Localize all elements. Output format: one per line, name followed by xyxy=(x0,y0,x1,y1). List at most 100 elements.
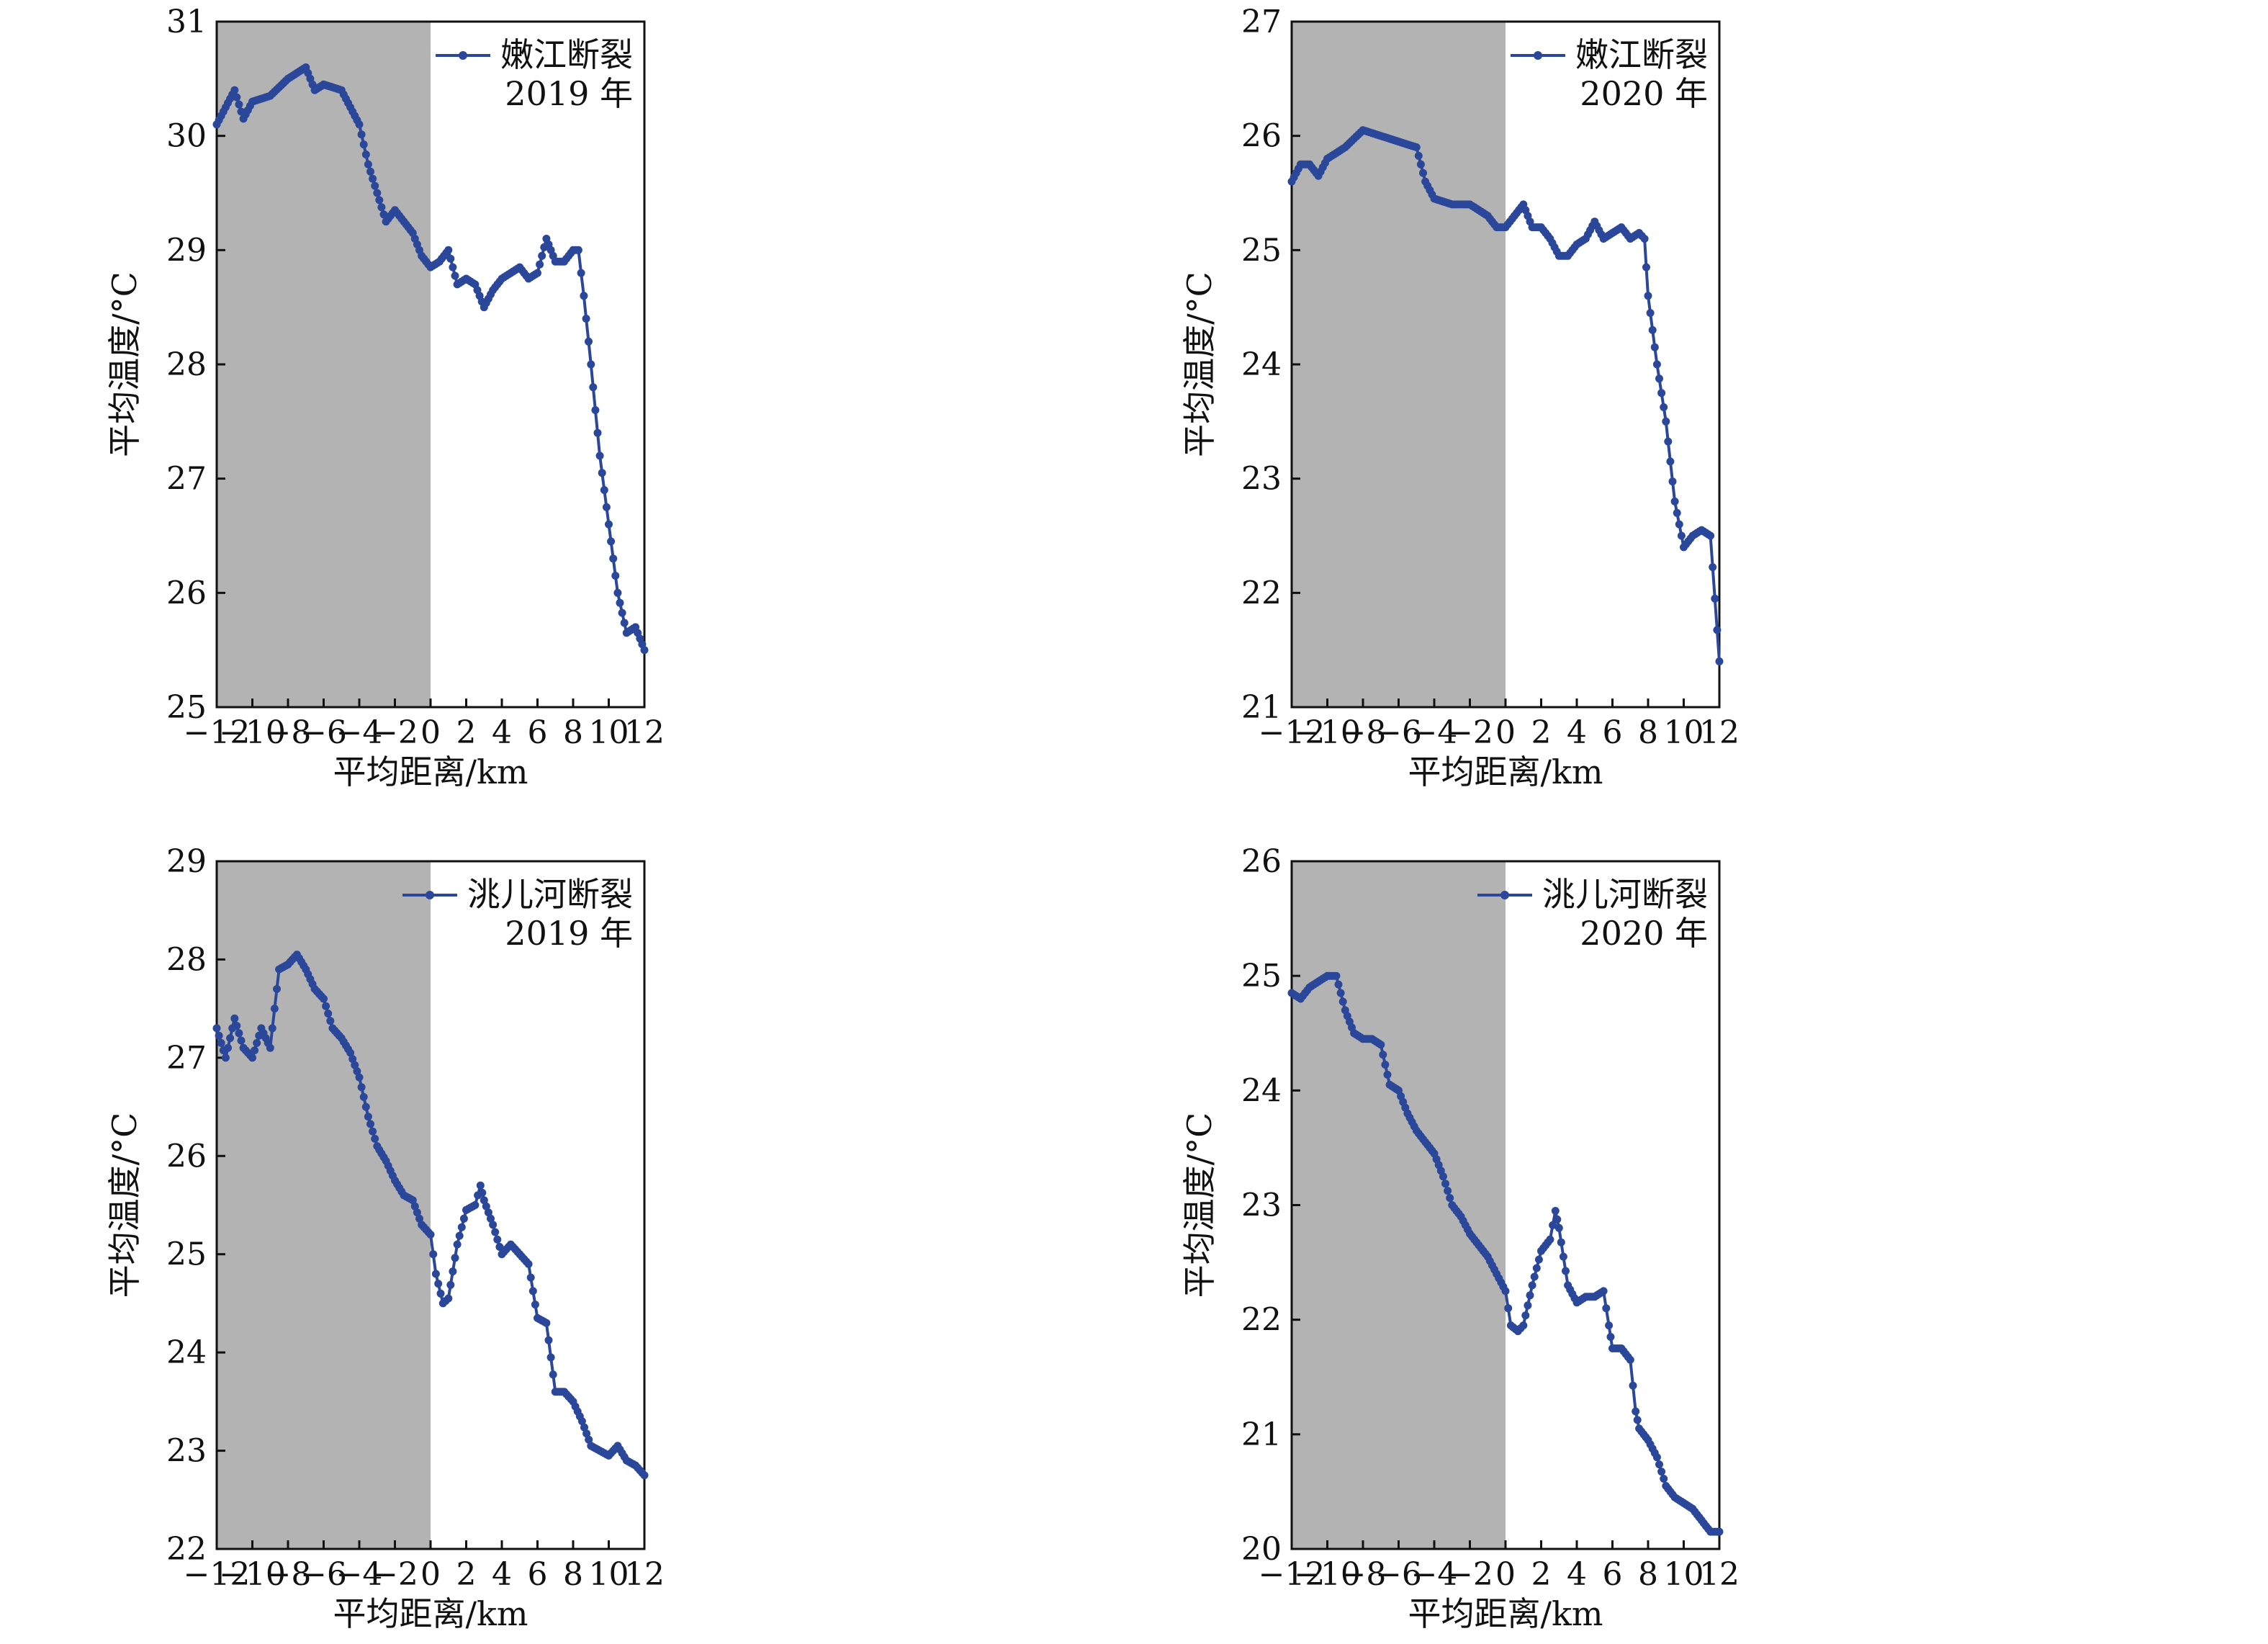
data-point xyxy=(1673,508,1681,517)
data-point xyxy=(230,86,239,94)
data-point xyxy=(1553,1215,1562,1223)
y-tick-label: 23 xyxy=(1241,1187,1282,1224)
y-tick-label: 25 xyxy=(1241,958,1282,994)
x-tick-label: −6 xyxy=(300,1556,347,1593)
data-point xyxy=(429,1250,438,1259)
data-point xyxy=(410,1202,419,1210)
data-point xyxy=(1530,1272,1539,1281)
y-tick-label: 25 xyxy=(1241,232,1282,269)
y-axis-title: 平均温度/°C xyxy=(105,1113,144,1298)
data-point xyxy=(538,251,546,260)
data-point xyxy=(580,292,588,300)
x-tick-label: 6 xyxy=(1603,1556,1623,1593)
data-point xyxy=(235,100,243,109)
x-tick-label: 10 xyxy=(589,714,629,751)
data-point xyxy=(534,269,541,277)
data-point xyxy=(1646,309,1655,318)
data-point xyxy=(1644,292,1652,300)
data-point xyxy=(408,1196,417,1205)
y-tick-label: 29 xyxy=(166,232,207,269)
data-point xyxy=(1715,1527,1724,1536)
data-point xyxy=(353,1067,361,1076)
data-point xyxy=(1657,1468,1666,1476)
data-point xyxy=(546,1353,555,1362)
data-point xyxy=(273,984,281,993)
data-point xyxy=(574,246,582,254)
y-axis-title: 平均温度/°C xyxy=(105,271,144,457)
data-point xyxy=(366,1120,374,1128)
data-point xyxy=(1602,1304,1611,1313)
x-tick-label: 10 xyxy=(1664,714,1704,751)
data-point xyxy=(1439,1172,1447,1181)
data-point xyxy=(640,646,649,655)
data-point xyxy=(602,503,611,511)
legend-marker xyxy=(1534,51,1542,60)
data-point xyxy=(1412,143,1421,151)
data-point xyxy=(451,271,459,280)
data-point xyxy=(235,1029,243,1038)
data-point xyxy=(1554,1223,1563,1232)
x-tick-label: −6 xyxy=(1375,1556,1422,1593)
x-tick-label: −4 xyxy=(1411,1556,1458,1593)
data-point xyxy=(609,554,618,563)
data-point xyxy=(268,1024,276,1033)
data-point xyxy=(491,1228,500,1236)
data-point xyxy=(251,1046,259,1055)
data-point xyxy=(357,130,366,139)
data-point xyxy=(455,1231,464,1240)
data-point xyxy=(1629,1381,1637,1390)
data-point xyxy=(226,1034,235,1043)
data-point xyxy=(371,1134,379,1143)
x-axis-title: 平均距离/km xyxy=(1408,753,1603,791)
x-tick-label: 6 xyxy=(528,1556,548,1593)
data-point xyxy=(351,1061,359,1069)
data-point xyxy=(355,120,364,129)
data-point xyxy=(1521,1311,1530,1320)
data-point xyxy=(605,520,613,529)
data-point xyxy=(357,1083,366,1092)
data-point xyxy=(446,1280,455,1289)
x-tick-label: −4 xyxy=(336,1556,383,1593)
data-point xyxy=(1338,997,1347,1006)
data-point xyxy=(1677,531,1686,540)
x-tick-label: −10 xyxy=(219,1556,286,1593)
data-point xyxy=(1526,1291,1534,1300)
y-tick-label: 26 xyxy=(1241,118,1282,155)
data-point xyxy=(618,608,626,617)
data-point xyxy=(582,315,590,323)
y-tick-label: 30 xyxy=(166,118,207,155)
y-tick-label: 22 xyxy=(1241,575,1282,611)
data-point xyxy=(493,1235,502,1244)
data-point xyxy=(426,1230,435,1239)
data-point xyxy=(1632,1407,1640,1416)
data-point xyxy=(1332,971,1341,980)
x-tick-label: −12 xyxy=(1259,1556,1326,1593)
data-point xyxy=(1534,1255,1543,1264)
y-tick-label: 27 xyxy=(1241,4,1282,40)
data-point xyxy=(1446,1194,1454,1203)
data-point xyxy=(580,1423,588,1432)
legend-marker xyxy=(426,891,434,899)
data-point xyxy=(1379,1051,1387,1059)
data-point xyxy=(446,254,455,263)
data-point xyxy=(1524,1301,1532,1310)
data-point xyxy=(377,203,386,212)
data-point xyxy=(1599,1287,1608,1295)
data-point xyxy=(1562,1267,1570,1275)
data-point xyxy=(1640,235,1649,243)
x-tick-label: 4 xyxy=(1567,1556,1587,1593)
legend-year: 2020 年 xyxy=(1580,74,1708,113)
data-point xyxy=(620,619,629,627)
data-point xyxy=(453,1240,462,1249)
x-tick-label: −12 xyxy=(1259,714,1326,751)
data-point xyxy=(582,1429,591,1438)
x-tick-label: 8 xyxy=(1638,714,1658,751)
legend-year: 2019 年 xyxy=(505,914,633,953)
data-point xyxy=(487,1214,495,1223)
y-tick-label: 28 xyxy=(166,346,207,383)
data-point xyxy=(1709,563,1717,572)
data-point xyxy=(1652,360,1661,369)
legend-label: 洮儿河断裂 xyxy=(467,875,633,914)
x-tick-label: −12 xyxy=(184,1556,251,1593)
data-point xyxy=(1519,1321,1528,1330)
